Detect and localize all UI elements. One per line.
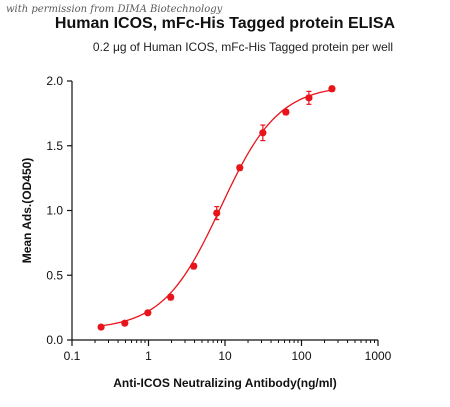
chart-title: Human ICOS, mFc-His Tagged protein ELISA [54, 15, 396, 32]
data-point [328, 85, 336, 93]
data-point [213, 209, 221, 217]
y-tick-label: 0.5 [46, 268, 63, 282]
x-axis-title: Anti-ICOS Neutralizing Antibody(ng/ml) [113, 376, 337, 390]
data-point [236, 164, 244, 172]
y-tick-label: 0.0 [46, 333, 63, 347]
chart-subtitle: 0.2 μg of Human ICOS, mFc-His Tagged pro… [92, 40, 394, 54]
y-axis-title: Mean Ads.(OD450) [20, 158, 34, 264]
data-point [121, 319, 129, 327]
data-point [190, 262, 198, 270]
axes [71, 81, 378, 341]
y-tick-label: 1.0 [46, 204, 63, 218]
data-point [259, 129, 267, 137]
x-tick-label: 1000 [365, 349, 392, 363]
data-point [167, 293, 175, 301]
x-tick-label: 10 [218, 349, 232, 363]
x-tick-label: 1 [145, 349, 152, 363]
data-point [144, 309, 152, 317]
data-point [305, 94, 313, 102]
watermark: with permission from DIMA Biotechnology [6, 4, 223, 15]
x-tick-label: 0.1 [64, 349, 81, 363]
data-point [282, 108, 290, 116]
data-point [97, 323, 105, 331]
ticks: 0.0 0.5 1.0 1.5 2.0 0.1 1 10 100 1000 [46, 74, 391, 363]
data-points [97, 85, 336, 331]
y-tick-label: 1.5 [46, 139, 63, 153]
y-tick-label: 2.0 [46, 74, 63, 88]
x-tick-label: 100 [291, 349, 311, 363]
